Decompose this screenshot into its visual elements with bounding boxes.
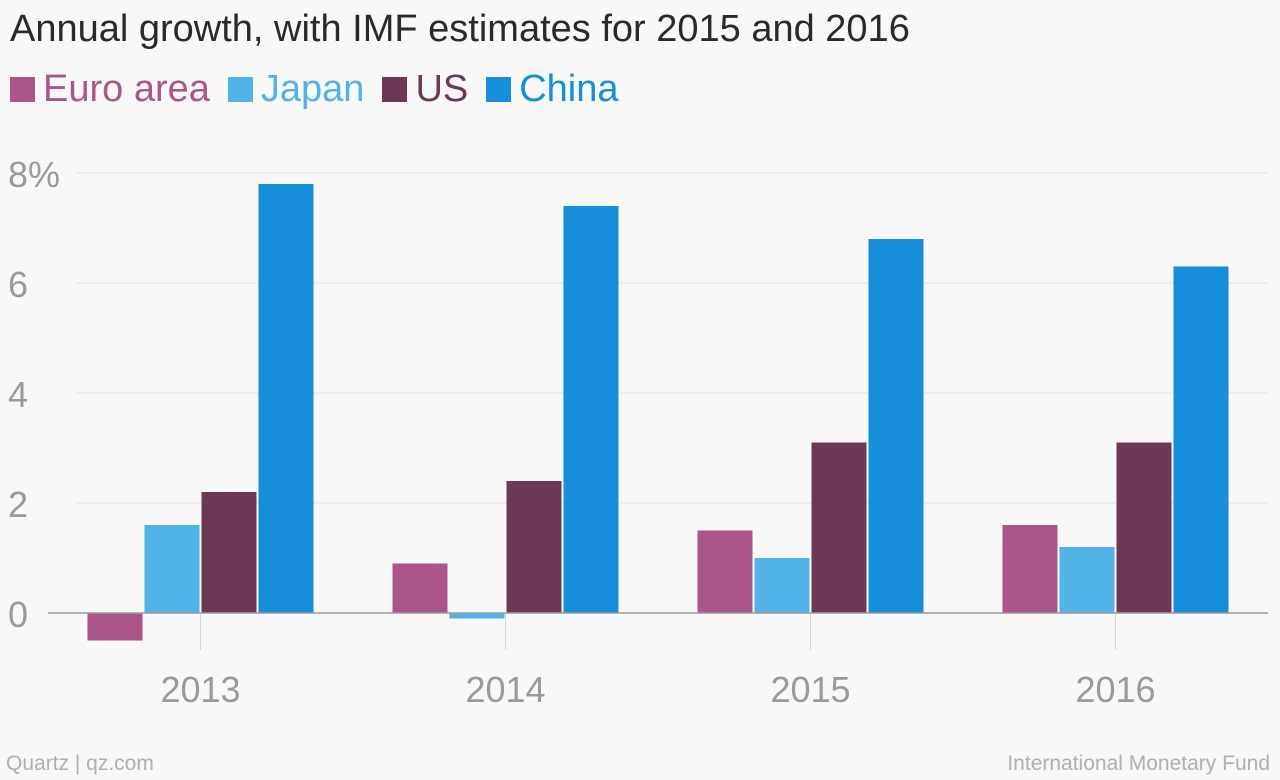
legend-swatch-japan [227, 77, 253, 102]
bar-us-2016 [1116, 442, 1172, 613]
bar-china-2016 [1173, 266, 1229, 613]
x-tick-label: 2013 [160, 669, 240, 710]
legend-label-china: China [519, 68, 619, 110]
chart-title: Annual growth, with IMF estimates for 20… [10, 8, 910, 50]
bar-japan-2015 [754, 558, 810, 613]
bar-japan-2014 [449, 613, 505, 619]
y-tick-label: 8% [8, 154, 60, 195]
bar-china-2013 [258, 184, 314, 613]
y-tick-label: 0 [8, 594, 28, 635]
legend-swatch-euro-area [10, 77, 35, 102]
bar-japan-2013 [144, 525, 200, 613]
legend-item-japan: Japan [227, 68, 365, 111]
y-tick-label: 4 [8, 374, 28, 415]
bar-euro-area-2014 [392, 563, 448, 613]
bar-us-2015 [811, 442, 867, 613]
legend: Euro area Japan US China [10, 68, 637, 111]
legend-item-euro-area: Euro area [10, 68, 210, 111]
y-tick-label: 2 [8, 484, 28, 525]
bar-us-2014 [506, 481, 562, 613]
legend-swatch-us [382, 77, 408, 102]
x-tick-label: 2014 [465, 669, 545, 710]
footer-source: International Monetary Fund [1007, 752, 1270, 775]
footer-credit: Quartz | qz.com [6, 752, 154, 775]
bar-euro-area-2015 [697, 530, 753, 613]
bar-us-2013 [201, 492, 257, 613]
x-tick-label: 2015 [770, 669, 850, 710]
legend-swatch-china [486, 77, 512, 102]
bar-china-2014 [563, 206, 619, 613]
bar-japan-2016 [1059, 547, 1115, 613]
legend-item-us: US [382, 68, 468, 111]
y-tick-label: 6 [8, 264, 28, 305]
x-tick-label: 2016 [1075, 669, 1155, 710]
bar-euro-area-2013 [87, 613, 143, 641]
bar-euro-area-2016 [1002, 525, 1058, 613]
bar-china-2015 [868, 239, 924, 613]
legend-label-us: US [415, 68, 469, 110]
legend-label-euro-area: Euro area [43, 68, 210, 110]
legend-label-japan: Japan [260, 68, 365, 110]
legend-item-china: China [486, 68, 619, 111]
